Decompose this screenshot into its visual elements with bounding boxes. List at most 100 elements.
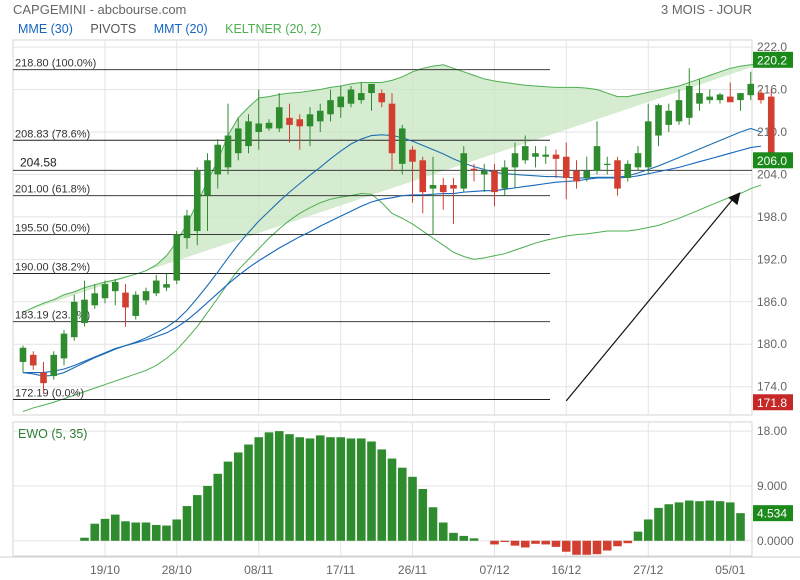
candle-down	[296, 114, 304, 150]
ewo-bar-negative	[520, 540, 530, 548]
candle-up	[675, 89, 683, 125]
candle-body	[521, 146, 529, 161]
candle-body	[234, 128, 242, 154]
candle-body	[378, 93, 386, 103]
candle-body	[29, 354, 37, 366]
fib-level-label: 190.00 (38.2%)	[15, 261, 90, 273]
candle-body	[685, 85, 693, 118]
candle-body	[644, 121, 652, 168]
ewo-bar-positive	[151, 524, 161, 541]
date-tick-label: 05/01	[715, 563, 745, 577]
ewo-bar-positive	[223, 461, 233, 541]
fib-level-label: 201.00 (61.8%)	[15, 184, 90, 196]
price-badge	[753, 394, 793, 411]
candle-up	[70, 294, 78, 341]
ewo-bar-positive	[664, 504, 674, 541]
candle-body	[50, 354, 58, 377]
candle-body	[398, 128, 406, 164]
legend-keltner[interactable]: KELTNER (20, 2)	[225, 22, 322, 36]
candle-up	[747, 71, 755, 101]
ewo-bar-positive	[469, 538, 479, 541]
candle-up	[706, 89, 714, 104]
ewo-bar-positive	[182, 506, 192, 541]
trend-arrow-head	[728, 192, 741, 206]
candle-body	[265, 122, 273, 129]
fib-level-label: 218.80 (100.0%)	[15, 58, 96, 70]
candle-down	[409, 146, 416, 203]
candle-body	[665, 110, 673, 125]
candle-up	[214, 139, 222, 189]
ewo-bar-positive	[295, 437, 305, 541]
candle-body	[603, 163, 611, 166]
candle-body	[81, 299, 88, 324]
ewo-bar-positive	[285, 434, 294, 541]
candle-body	[296, 119, 304, 127]
candle-down	[614, 156, 621, 196]
candle-up	[173, 231, 181, 285]
candle-body	[716, 94, 724, 101]
candle-up	[532, 146, 539, 168]
legend-mme[interactable]: MME (30)	[18, 22, 73, 36]
candle-body	[19, 347, 27, 362]
ewo-bar-positive	[274, 431, 284, 541]
candle-body	[767, 96, 775, 161]
candle-body	[593, 146, 601, 171]
candle-body	[368, 83, 375, 94]
fib-level-label: 208.83 (78.6%)	[15, 128, 90, 140]
candle-up	[101, 280, 109, 304]
candle-up	[542, 146, 550, 164]
legend-pivots[interactable]: PIVOTS	[90, 22, 137, 36]
candle-down	[378, 89, 386, 108]
candle-body	[450, 185, 457, 189]
candle-body	[511, 153, 519, 168]
candle-down	[388, 93, 396, 171]
candle-down	[286, 103, 293, 143]
date-tick-label: 16/12	[551, 563, 581, 577]
date-tick-label: 17/11	[326, 563, 355, 577]
candle-up	[511, 142, 519, 189]
candle-body	[224, 135, 232, 168]
candle-body	[347, 89, 355, 104]
ewo-tick-label: 18.00	[757, 424, 787, 438]
candle-body	[552, 154, 560, 159]
legend-mmt[interactable]: MMT (20)	[153, 22, 208, 36]
ewo-bar-negative	[500, 540, 510, 542]
fib-level-label: 172.19 (0.0%)	[15, 388, 84, 400]
date-tick-label: 08/11	[244, 563, 273, 577]
candle-body	[439, 185, 447, 193]
candle-up	[737, 93, 744, 111]
candle-up	[624, 160, 632, 182]
price-tick-label: 192.0	[757, 252, 787, 266]
candle-down	[552, 149, 560, 178]
candle-body	[122, 292, 129, 308]
ewo-bar-positive	[715, 501, 725, 541]
candle-body	[501, 167, 509, 189]
ewo-bar-positive	[80, 537, 89, 541]
candle-up	[716, 93, 724, 104]
period-label[interactable]: 3 MOIS - JOUR	[660, 2, 752, 17]
candle-up	[19, 345, 27, 373]
ewo-bar-positive	[131, 522, 141, 541]
ewo-bar-positive	[397, 467, 407, 541]
ewo-bar-positive	[254, 437, 264, 541]
trend-arrow	[565, 196, 735, 402]
candle-up	[81, 280, 88, 327]
ewo-bar-negative	[623, 540, 633, 544]
candle-down	[470, 163, 478, 182]
ewo-bar-positive	[315, 435, 325, 541]
candle-body	[173, 234, 181, 281]
candle-up	[521, 135, 529, 164]
ewo-bar-positive	[213, 473, 223, 541]
candle-body	[419, 160, 427, 193]
ewo-bar-positive	[725, 502, 735, 541]
price-tick-label: 174.0	[757, 380, 787, 394]
candle-body	[460, 153, 468, 189]
candle-body	[634, 153, 642, 168]
candle-up	[644, 103, 652, 175]
candle-body	[193, 170, 201, 232]
price-tick-label: 216.0	[757, 83, 787, 97]
candle-body	[337, 96, 345, 108]
ewo-bar-positive	[387, 458, 397, 541]
candle-up	[163, 273, 170, 292]
